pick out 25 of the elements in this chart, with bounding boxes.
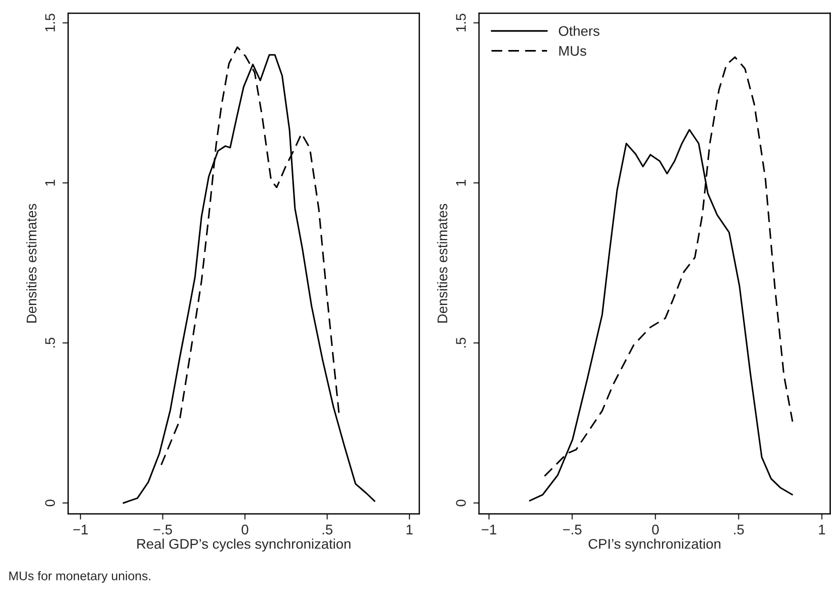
y-axis-title: Densities estimates — [437, 204, 448, 323]
y-tick-label: 1.5 — [45, 14, 55, 32]
x-tick-label: 1 — [819, 524, 826, 534]
y-tick-label: 0 — [456, 500, 466, 506]
x-tick-label: −1 — [73, 524, 88, 534]
x-tick-label: .5 — [322, 524, 332, 534]
y-axis-title: Densities estimates — [26, 204, 36, 323]
x-tick-label: 1 — [406, 524, 413, 534]
legend-label: MUs — [559, 46, 586, 56]
y-tick-label: .5 — [45, 338, 55, 348]
y-tick-label: 1.5 — [456, 14, 466, 32]
x-tick-label: −1 — [482, 524, 496, 534]
x-tick-label: 0 — [242, 524, 248, 534]
y-tick-label: 0 — [45, 500, 55, 506]
legend-label: Others — [558, 26, 600, 36]
y-tick-label: 1 — [45, 180, 55, 186]
x-axis-title: Real GDP’s cycles synchronization — [137, 538, 350, 552]
x-tick-label: −.5 — [563, 524, 582, 534]
x-tick-label: −.5 — [154, 524, 172, 534]
text: MUs for monetary unions. — [9, 571, 150, 583]
x-tick-label: .5 — [734, 524, 744, 534]
y-tick-label: .5 — [456, 338, 466, 348]
x-tick-label: 0 — [652, 524, 659, 534]
y-tick-label: 1 — [456, 180, 466, 186]
x-axis-title: CPI’s synchronization — [588, 538, 720, 552]
